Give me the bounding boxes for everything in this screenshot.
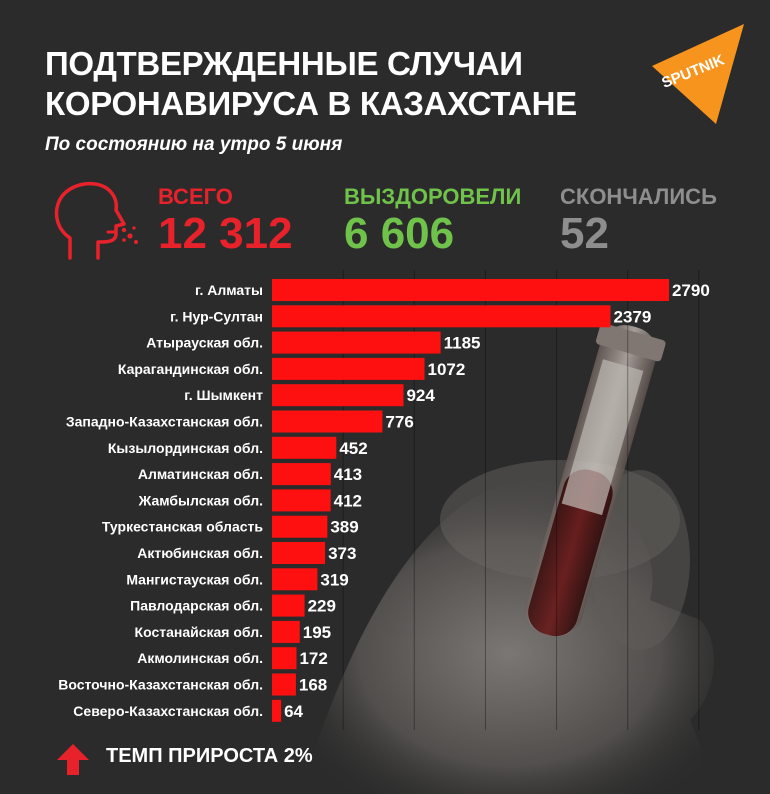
category-label: Актюбинская обл.	[137, 545, 263, 561]
died-label: СКОНЧАЛИСЬ	[560, 184, 717, 209]
category-label: Костанайская обл.	[135, 624, 263, 640]
data-label: 1185	[444, 334, 481, 353]
bar	[272, 357, 425, 380]
bar	[272, 594, 305, 617]
data-label: 172	[299, 649, 327, 668]
data-label: 319	[320, 570, 348, 589]
data-label: 412	[334, 491, 362, 510]
data-label: 924	[406, 386, 435, 405]
category-label: г. Алматы	[195, 282, 263, 298]
category-label: Западно-Казахстанская обл.	[66, 414, 263, 430]
bar	[272, 436, 337, 459]
recovered-label: ВЫЗДОРОВЕЛИ	[344, 184, 522, 209]
category-label: г. Шымкент	[184, 387, 263, 403]
data-label: 168	[299, 676, 327, 695]
category-label: Алматинская обл.	[138, 466, 263, 482]
bar	[272, 463, 331, 486]
category-label: Атырауская обл.	[146, 335, 263, 351]
data-label: 195	[303, 623, 331, 642]
category-label: Восточно-Казахстанская обл.	[58, 677, 263, 693]
category-label: Северо-Казахстанская обл.	[73, 703, 263, 719]
data-label: 2379	[613, 307, 651, 326]
bar	[272, 279, 669, 301]
bar	[272, 620, 300, 643]
coughing-head-icon	[54, 181, 138, 260]
category-label: г. Нур-Султан	[170, 308, 263, 324]
bar	[272, 384, 404, 407]
bar	[272, 647, 297, 670]
category-label: Туркестанская область	[102, 519, 263, 535]
bar	[272, 699, 282, 722]
data-label: 452	[339, 439, 367, 458]
bar	[272, 489, 331, 512]
category-label: Павлодарская обл.	[130, 598, 263, 614]
sputnik-logo: SPUTNIK	[652, 24, 744, 124]
data-label: 64	[284, 702, 303, 721]
total-label: ВСЕГО	[158, 184, 233, 209]
title-line-1: ПОДТВЕРЖДЕННЫЕ СЛУЧАИ	[45, 45, 523, 82]
data-label: 2790	[672, 281, 710, 300]
data-label: 373	[328, 544, 356, 563]
category-label: Акмолинская обл.	[137, 650, 263, 666]
bar	[272, 331, 441, 354]
data-label: 776	[385, 413, 413, 432]
category-label: Мангистауская обл.	[126, 571, 263, 587]
category-label: Жамбылская обл.	[138, 492, 263, 508]
growth-rate-text: ТЕМП ПРИРОСТА 2%	[106, 745, 313, 767]
page-title: ПОДТВЕРЖДЕННЫЕ СЛУЧАИ КОРОНАВИРУСА В КАЗ…	[45, 44, 577, 124]
bar	[272, 673, 296, 696]
data-label: 413	[334, 465, 362, 484]
cases-by-region-bar-chart: г. Алматы 2790 г. Нур-Султан 2379 Атырауская…	[58, 270, 710, 730]
data-label: 229	[308, 597, 336, 616]
bar	[272, 515, 328, 538]
title-line-2: КОРОНАВИРУСА В КАЗАХСТАНЕ	[45, 85, 577, 122]
died-value: 52	[560, 209, 609, 258]
bar	[272, 542, 326, 564]
bar	[272, 410, 383, 433]
arrow-up-icon	[57, 744, 89, 775]
recovered-value: 6 606	[344, 209, 455, 258]
data-label: 1072	[428, 360, 466, 379]
date-subtitle: По состоянию на утро 5 июня	[45, 134, 343, 155]
category-label: Карагандинская обл.	[118, 361, 263, 377]
data-label: 389	[330, 518, 358, 537]
total-value: 12 312	[158, 209, 293, 258]
category-label: Кызылординская обл.	[108, 440, 263, 456]
bar	[272, 305, 611, 328]
bar	[272, 568, 318, 591]
